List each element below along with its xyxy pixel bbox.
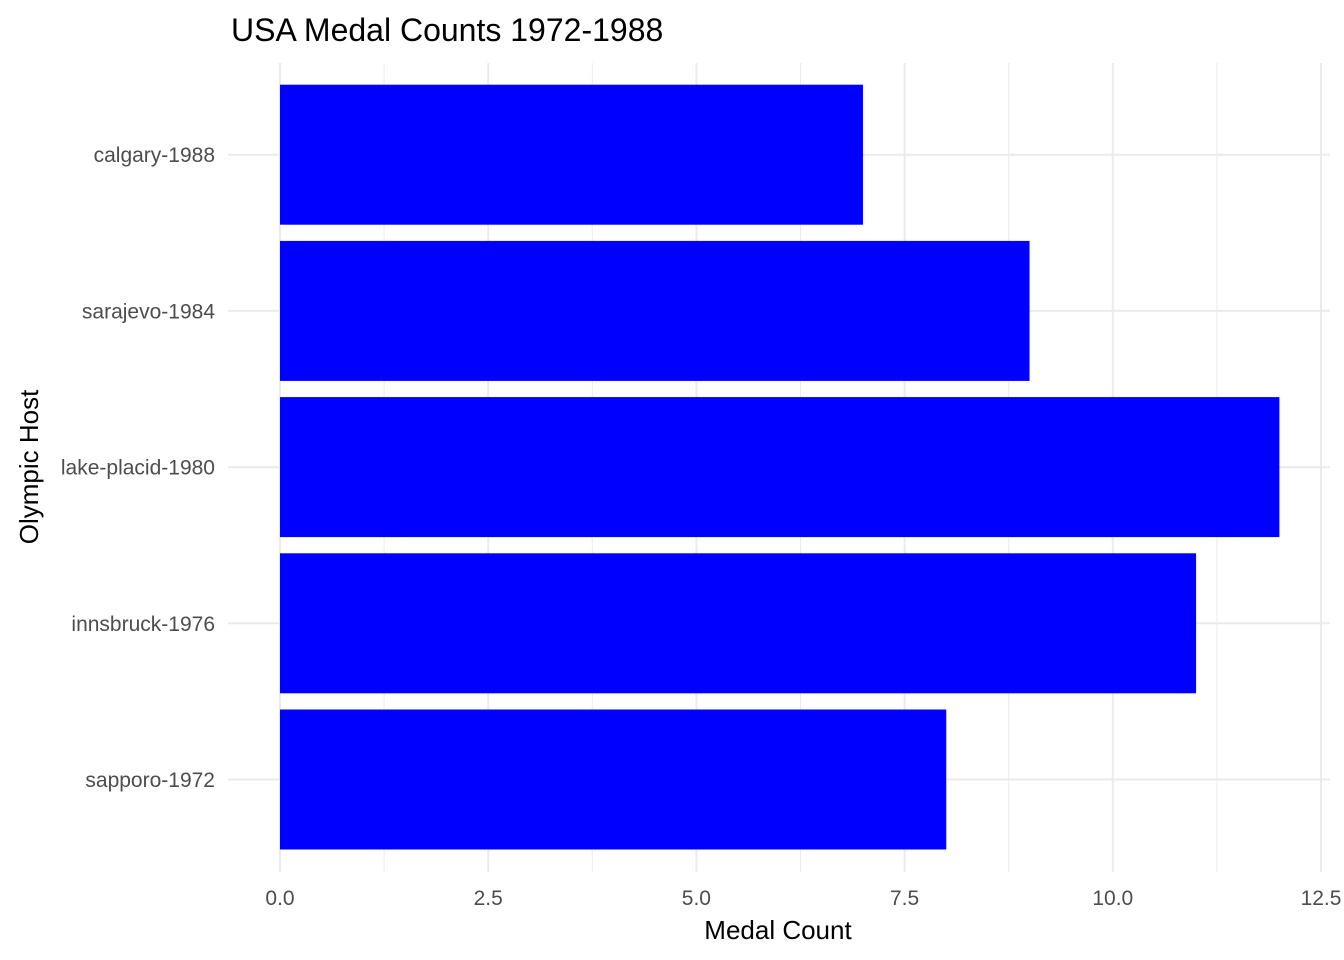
x-tick-label: 10.0: [1092, 887, 1133, 910]
y-tick-label: sapporo-1972: [85, 769, 215, 792]
y-tick-label: lake-placid-1980: [61, 457, 215, 480]
chart-title: USA Medal Counts 1972-1988: [231, 12, 663, 48]
y-tick-label: sarajevo-1984: [82, 300, 215, 323]
x-axis-title: Medal Count: [704, 915, 852, 945]
y-axis-title: Olympic Host: [14, 389, 44, 544]
y-tick-label: calgary-1988: [94, 144, 215, 167]
x-tick-label: 7.5: [890, 887, 919, 910]
x-axis-tick-labels: 0.0 2.5 5.0 7.5 10.0 12.5: [265, 887, 1341, 910]
y-axis-tick-labels: sapporo-1972 innsbruck-1976 lake-placid-19…: [61, 144, 215, 792]
y-tick-label: innsbruck-1976: [71, 613, 215, 636]
bar-lake-placid-1980: [280, 397, 1280, 538]
bar-sapporo-1972: [280, 709, 947, 850]
x-tick-label: 12.5: [1301, 887, 1342, 910]
bar-calgary-1988: [280, 84, 863, 225]
bar-innsbruck-1976: [280, 553, 1197, 694]
bars: [280, 84, 1280, 850]
bar-sarajevo-1984: [280, 240, 1030, 381]
x-tick-label: 5.0: [682, 887, 711, 910]
x-tick-label: 2.5: [474, 887, 503, 910]
x-tick-label: 0.0: [265, 887, 294, 910]
